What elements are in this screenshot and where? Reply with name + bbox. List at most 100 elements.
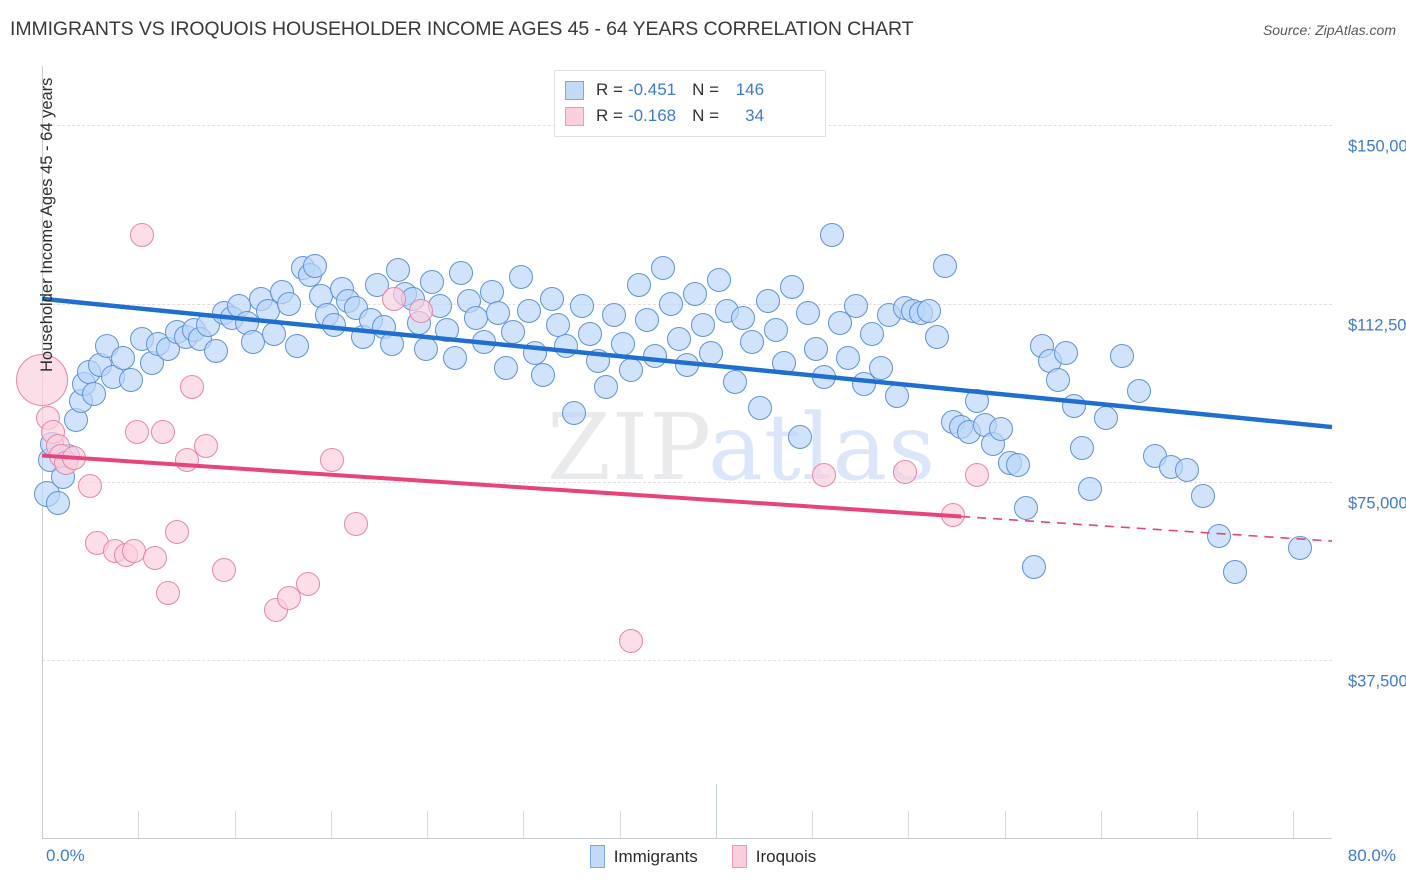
scatter-point-immigrants[interactable]: [634, 308, 659, 333]
n-label: N =: [692, 80, 720, 99]
scatter-point-immigrants[interactable]: [924, 324, 949, 349]
scatter-point-immigrants[interactable]: [276, 291, 301, 316]
scatter-point-immigrants[interactable]: [707, 267, 732, 292]
scatter-point-immigrants[interactable]: [852, 372, 877, 397]
scatter-point-immigrants[interactable]: [1078, 476, 1103, 501]
scatter-point-immigrants[interactable]: [691, 312, 716, 337]
scatter-point-iroquois[interactable]: [892, 460, 917, 485]
scatter-point-immigrants[interactable]: [626, 272, 651, 297]
scatter-point-immigrants[interactable]: [763, 317, 788, 342]
scatter-point-immigrants[interactable]: [1053, 341, 1078, 366]
scatter-point-iroquois[interactable]: [320, 448, 345, 473]
scatter-point-iroquois[interactable]: [194, 434, 219, 459]
scatter-point-immigrants[interactable]: [699, 341, 724, 366]
scatter-point-immigrants[interactable]: [795, 301, 820, 326]
scatter-point-iroquois[interactable]: [16, 353, 68, 406]
scatter-point-immigrants[interactable]: [81, 381, 106, 406]
scatter-point-immigrants[interactable]: [1223, 559, 1248, 584]
scatter-point-iroquois[interactable]: [129, 222, 154, 247]
legend-item-iroquois[interactable]: Iroquois: [731, 845, 817, 868]
scatter-point-immigrants[interactable]: [642, 343, 667, 368]
scatter-point-immigrants[interactable]: [516, 298, 541, 323]
scatter-point-immigrants[interactable]: [868, 355, 893, 380]
scatter-point-iroquois[interactable]: [179, 374, 204, 399]
scatter-point-immigrants[interactable]: [844, 293, 869, 318]
scatter-point-immigrants[interactable]: [1045, 367, 1070, 392]
scatter-point-immigrants[interactable]: [820, 222, 845, 247]
scatter-point-iroquois[interactable]: [618, 628, 643, 653]
scatter-point-immigrants[interactable]: [570, 293, 595, 318]
scatter-point-iroquois[interactable]: [165, 519, 190, 544]
scatter-point-immigrants[interactable]: [658, 291, 683, 316]
scatter-point-immigrants[interactable]: [302, 253, 327, 278]
scatter-point-immigrants[interactable]: [787, 424, 812, 449]
scatter-point-iroquois[interactable]: [142, 545, 167, 570]
scatter-point-immigrants[interactable]: [836, 346, 861, 371]
scatter-point-immigrants[interactable]: [118, 367, 143, 392]
legend-swatch: [565, 80, 584, 100]
scatter-point-immigrants[interactable]: [650, 255, 675, 280]
scatter-point-iroquois[interactable]: [155, 581, 180, 606]
gridline: [42, 481, 1332, 483]
scatter-point-immigrants[interactable]: [916, 298, 941, 323]
scatter-point-immigrants[interactable]: [933, 253, 957, 278]
scatter-point-immigrants[interactable]: [46, 491, 71, 516]
scatter-point-immigrants[interactable]: [494, 355, 519, 380]
x-axis-min-label: 0.0%: [46, 846, 85, 865]
scatter-point-immigrants[interactable]: [1013, 495, 1038, 520]
scatter-point-immigrants[interactable]: [610, 331, 635, 356]
scatter-point-immigrants[interactable]: [804, 336, 828, 361]
scatter-point-immigrants[interactable]: [989, 417, 1014, 442]
y-axis-tick-label: $37,500: [1348, 672, 1406, 691]
scatter-point-immigrants[interactable]: [594, 374, 619, 399]
scatter-point-immigrants[interactable]: [666, 327, 691, 352]
scatter-point-iroquois[interactable]: [965, 462, 990, 487]
scatter-point-immigrants[interactable]: [463, 305, 488, 330]
scatter-point-immigrants[interactable]: [731, 305, 756, 330]
scatter-point-immigrants[interactable]: [420, 270, 445, 295]
scatter-point-immigrants[interactable]: [602, 303, 627, 328]
scatter-point-iroquois[interactable]: [212, 557, 237, 582]
scatter-point-immigrants[interactable]: [739, 329, 764, 354]
legend-label: Iroquois: [755, 846, 817, 866]
scatter-point-iroquois[interactable]: [344, 512, 369, 537]
scatter-point-immigrants[interactable]: [508, 265, 533, 290]
scatter-point-immigrants[interactable]: [1287, 536, 1312, 561]
scatter-point-immigrants[interactable]: [1191, 483, 1215, 508]
scatter-point-immigrants[interactable]: [449, 260, 474, 285]
scatter-point-immigrants[interactable]: [386, 258, 411, 283]
scatter-point-immigrants[interactable]: [531, 362, 556, 387]
scatter-point-immigrants[interactable]: [683, 282, 708, 307]
scatter-point-iroquois[interactable]: [812, 462, 837, 487]
scatter-point-immigrants[interactable]: [755, 289, 780, 314]
scatter-point-immigrants[interactable]: [860, 322, 885, 347]
scatter-point-immigrants[interactable]: [779, 274, 804, 299]
scatter-point-immigrants[interactable]: [723, 369, 748, 394]
scatter-point-immigrants[interactable]: [618, 358, 643, 383]
scatter-point-immigrants[interactable]: [578, 322, 603, 347]
scatter-point-immigrants[interactable]: [1021, 555, 1046, 580]
scatter-point-iroquois[interactable]: [408, 298, 433, 323]
scatter-point-immigrants[interactable]: [1207, 524, 1232, 549]
scatter-point-immigrants[interactable]: [204, 339, 229, 364]
scatter-point-iroquois[interactable]: [381, 286, 406, 311]
scatter-point-iroquois[interactable]: [78, 474, 103, 499]
scatter-point-immigrants[interactable]: [562, 400, 587, 425]
scatter-point-immigrants[interactable]: [747, 396, 772, 421]
scatter-point-immigrants[interactable]: [479, 279, 504, 304]
scatter-point-iroquois[interactable]: [125, 419, 150, 444]
scatter-point-immigrants[interactable]: [1174, 457, 1199, 482]
scatter-point-immigrants[interactable]: [539, 286, 564, 311]
scatter-point-immigrants[interactable]: [554, 334, 579, 359]
scatter-point-immigrants[interactable]: [500, 320, 525, 345]
legend-item-immigrants[interactable]: Immigrants: [589, 845, 698, 868]
scatter-point-immigrants[interactable]: [442, 346, 467, 371]
scatter-point-immigrants[interactable]: [1005, 453, 1030, 478]
scatter-point-immigrants[interactable]: [284, 334, 309, 359]
scatter-point-immigrants[interactable]: [1070, 436, 1095, 461]
scatter-point-iroquois[interactable]: [150, 419, 175, 444]
scatter-point-immigrants[interactable]: [1126, 379, 1151, 404]
scatter-point-iroquois[interactable]: [296, 571, 321, 596]
scatter-point-immigrants[interactable]: [1110, 343, 1135, 368]
scatter-point-immigrants[interactable]: [1062, 393, 1086, 418]
